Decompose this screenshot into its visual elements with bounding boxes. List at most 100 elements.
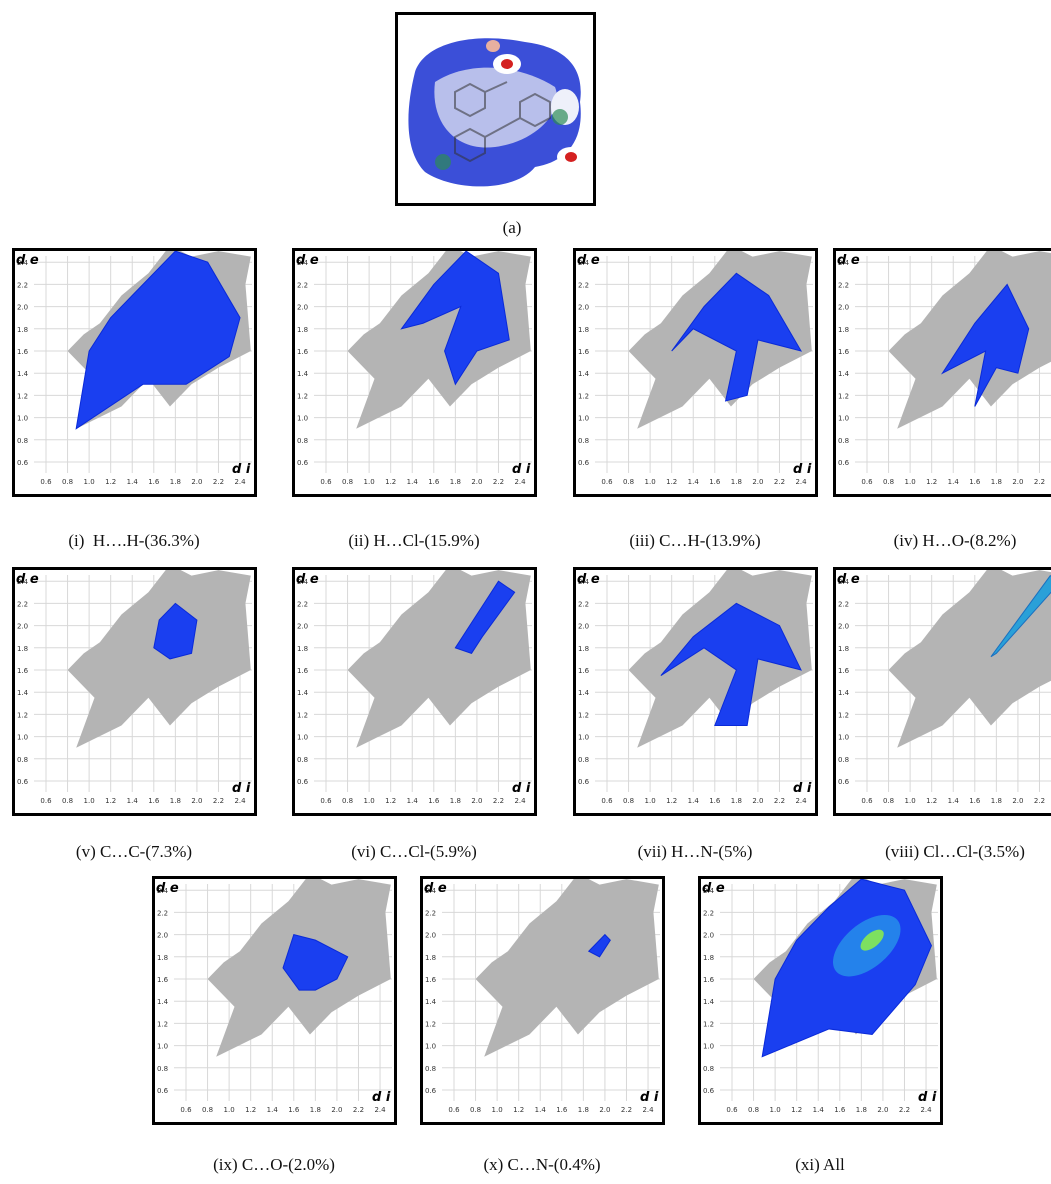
y-tick-label: 1.2	[297, 711, 308, 719]
y-tick-label: 2.0	[297, 623, 308, 631]
y-tick-label: 0.6	[17, 778, 29, 786]
x-tick-label: 0.8	[342, 797, 353, 805]
y-tick-label: 1.8	[297, 326, 308, 334]
x-tick-label: 1.2	[105, 478, 116, 486]
x-tick-label: 1.8	[170, 478, 181, 486]
x-tick-label: 0.8	[883, 797, 894, 805]
x-tick-label: 1.6	[709, 478, 721, 486]
y-tick-label: 1.8	[425, 954, 436, 962]
contact-region	[990, 575, 1051, 658]
y-tick-label: 2.4	[17, 578, 29, 586]
y-tick-label: 0.8	[578, 437, 589, 445]
gray-region	[475, 876, 659, 1057]
x-tick-label: 1.4	[127, 478, 139, 486]
y-tick-label: 0.8	[425, 1065, 436, 1073]
x-tick-label: 2.0	[471, 797, 482, 805]
y-tick-label: 0.6	[297, 778, 309, 786]
x-axis-label: d i	[512, 781, 531, 796]
x-tick-label: 2.2	[621, 1106, 632, 1114]
fingerprint-plot: 0.6 0.6 0.8 0.8 1.0 1.0 1.2 1.2 1.4 1.4 1.6 1.6 1.8 1…	[292, 567, 537, 816]
x-tick-label: 1.6	[288, 1106, 300, 1114]
y-tick-label: 1.0	[578, 415, 589, 423]
x-tick-label: 1.6	[148, 797, 160, 805]
y-axis-label: d e	[16, 572, 39, 587]
x-tick-label: 2.4	[642, 1106, 654, 1114]
x-tick-label: 0.8	[342, 478, 353, 486]
panel-caption: (ii) H…Cl-(15.9%)	[348, 531, 480, 550]
x-tick-label: 1.0	[645, 478, 656, 486]
contact-region	[660, 602, 802, 726]
x-tick-label: 1.0	[905, 797, 916, 805]
x-tick-label: 0.8	[623, 797, 634, 805]
fingerprint-plot: 0.6 0.6 0.8 0.8 1.0 1.0 1.2 1.2 1.4 1.4 1.6 1.6 1.8 1…	[152, 876, 397, 1125]
y-tick-label: 0.8	[157, 1065, 168, 1073]
y-tick-label: 2.0	[17, 623, 28, 631]
y-tick-label: 2.0	[17, 304, 28, 312]
y-tick-label: 0.6	[425, 1087, 437, 1095]
panel-border	[573, 248, 818, 497]
y-tick-label: 2.4	[157, 887, 169, 895]
y-tick-label: 0.8	[703, 1065, 714, 1073]
y-tick-label: 1.0	[17, 415, 28, 423]
y-tick-label: 1.8	[578, 645, 589, 653]
y-tick-label: 2.2	[703, 909, 714, 917]
y-tick-label: 1.2	[297, 392, 308, 400]
y-tick-label: 1.2	[578, 711, 589, 719]
panel-border	[292, 248, 537, 497]
x-axis-label: d i	[232, 462, 251, 477]
x-tick-label: 0.6	[861, 797, 873, 805]
x-tick-label: 2.0	[877, 1106, 888, 1114]
y-tick-label: 1.4	[578, 370, 590, 378]
y-tick-label: 2.4	[578, 259, 590, 267]
y-tick-label: 1.0	[297, 734, 308, 742]
panel-caption: (x) C…N-(0.4%)	[483, 1155, 601, 1174]
x-tick-label: 1.2	[385, 797, 396, 805]
x-tick-label: 2.4	[795, 478, 807, 486]
y-tick-label: 2.4	[297, 259, 309, 267]
x-axis-label: d i	[793, 781, 812, 796]
y-tick-label: 1.6	[17, 667, 29, 675]
contact-region	[153, 602, 198, 660]
y-tick-label: 2.2	[578, 600, 589, 608]
y-tick-label: 0.6	[297, 459, 309, 467]
x-tick-label: 2.0	[1012, 797, 1023, 805]
fingerprint-plot: 0.6 0.6 0.8 0.8 1.0 1.0 1.2 1.2 1.4 1.4 1.6 1.6 1.8 1…	[12, 248, 257, 497]
fingerprint-plot: 0.6 0.6 0.8 0.8 1.0 1.0 1.2 1.2 1.4 1.4 1.6 1.6 1.8 1…	[573, 567, 818, 816]
y-tick-label: 2.4	[425, 887, 437, 895]
x-tick-label: 1.4	[127, 797, 139, 805]
x-tick-label: 2.0	[1012, 478, 1023, 486]
y-tick-label: 0.6	[838, 778, 850, 786]
x-tick-label: 2.4	[920, 1106, 932, 1114]
y-tick-label: 2.4	[17, 259, 29, 267]
y-tick-label: 2.2	[157, 909, 168, 917]
contact-region	[282, 933, 349, 991]
x-tick-label: 2.0	[471, 478, 482, 486]
y-tick-label: 1.2	[17, 392, 28, 400]
x-tick-label: 0.6	[601, 797, 613, 805]
x-axis-label: d i	[372, 1090, 391, 1105]
panel-border	[833, 567, 1051, 816]
panel-border	[420, 876, 665, 1125]
y-tick-label: 0.8	[838, 437, 849, 445]
y-tick-label: 1.6	[578, 667, 590, 675]
y-tick-label: 2.4	[297, 578, 309, 586]
fingerprint-plot: 0.6 0.6 0.8 0.8 1.0 1.0 1.2 1.2 1.4 1.4 1.6 1.6 1.8 1…	[833, 567, 1051, 816]
x-tick-label: 2.0	[752, 478, 763, 486]
x-tick-label: 1.4	[948, 478, 960, 486]
y-tick-label: 1.0	[703, 1043, 714, 1051]
y-tick-label: 2.0	[578, 623, 589, 631]
x-tick-label: 2.4	[514, 478, 526, 486]
x-tick-label: 1.2	[926, 478, 937, 486]
hirshfeld-surface	[395, 12, 596, 206]
y-tick-label: 1.8	[297, 645, 308, 653]
y-tick-label: 0.6	[703, 1087, 715, 1095]
y-tick-label: 0.8	[578, 756, 589, 764]
x-tick-label: 1.6	[969, 797, 981, 805]
contact-region	[941, 283, 1030, 407]
x-tick-label: 1.2	[791, 1106, 802, 1114]
y-tick-label: 1.8	[838, 645, 849, 653]
x-tick-label: 2.2	[1034, 478, 1045, 486]
x-tick-label: 2.2	[213, 478, 224, 486]
panel-border	[12, 248, 257, 497]
y-tick-label: 1.8	[838, 326, 849, 334]
